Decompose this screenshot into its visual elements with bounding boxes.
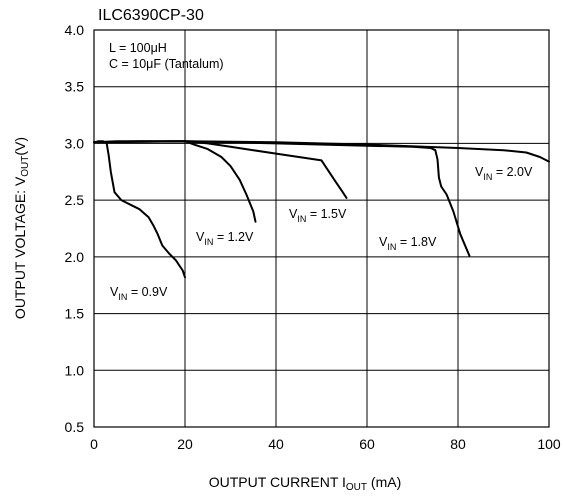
x-tick-label: 0	[90, 436, 98, 452]
y-axis-label-unit: (V)	[12, 137, 28, 156]
series-label-subscript: IN	[204, 237, 213, 247]
series-label-4: VIN = 2.0V	[475, 165, 533, 182]
series-label-value: = 1.8V	[396, 235, 437, 249]
x-tick-label: 60	[359, 436, 375, 452]
series-label-1: VIN = 1.2V	[196, 230, 254, 247]
series-label-subscript: IN	[387, 242, 396, 252]
series-curves	[93, 140, 550, 279]
series-line-2	[93, 140, 348, 199]
x-tick-label: 40	[268, 436, 284, 452]
series-label-prefix: V	[196, 230, 205, 244]
series-label-subscript: IN	[483, 172, 492, 182]
series-label-prefix: V	[379, 235, 388, 249]
series-label-prefix: V	[475, 165, 484, 179]
x-axis-label-sub: OUT	[346, 482, 367, 493]
series-line-3	[93, 140, 471, 257]
series-label-3: VIN = 1.8V	[379, 235, 437, 252]
x-axis-label: OUTPUT CURRENT IOUT (mA)	[209, 474, 401, 493]
x-tick-label: 80	[450, 436, 466, 452]
series-label-2: VIN = 1.5V	[289, 207, 347, 224]
y-tick-label: 3.0	[65, 135, 85, 151]
x-tick-label: 20	[177, 436, 193, 452]
series-label-prefix: V	[110, 285, 119, 299]
y-tick-label: 3.5	[65, 79, 85, 95]
tick-labels: 0 20 40 60 80 100 0.5 1.0 1.5 2.0 2.5 3.0 3.5 4.0	[65, 22, 561, 452]
y-tick-label: 4.0	[65, 22, 85, 38]
y-tick-label: 2.5	[65, 192, 85, 208]
series-label-value: = 0.9V	[127, 285, 168, 299]
annotation-capacitance: C = 10μF (Tantalum)	[109, 57, 224, 71]
y-axis-label-sub: OUT	[20, 156, 31, 177]
x-tick-label: 100	[537, 436, 561, 452]
y-tick-label: 2.0	[65, 249, 85, 265]
series-label-value: = 2.0V	[492, 165, 533, 179]
series-label-value: = 1.2V	[213, 230, 254, 244]
plot-frame	[93, 29, 550, 428]
grid	[93, 29, 550, 428]
series-label-prefix: V	[289, 207, 298, 221]
series-line-1	[93, 140, 257, 223]
series-label-subscript: IN	[118, 292, 127, 302]
x-axis-label-main: OUTPUT CURRENT I	[209, 474, 346, 490]
y-tick-label: 1.0	[65, 362, 85, 378]
y-tick-label: 0.5	[65, 419, 85, 435]
series-label-0: VIN = 0.9V	[110, 285, 168, 302]
y-tick-label: 1.5	[65, 306, 85, 322]
series-label-subscript: IN	[297, 214, 306, 224]
chart-title: ILC6390CP-30	[98, 7, 204, 24]
series-line-4	[93, 140, 550, 163]
series-label-value: = 1.5V	[306, 207, 347, 221]
annotation-inductance: L = 100μH	[109, 41, 167, 55]
x-axis-label-unit: (mA)	[367, 474, 401, 490]
y-axis-label-main: OUTPUT VOLTAGE: V	[12, 176, 28, 319]
y-axis-label: OUTPUT VOLTAGE: VOUT(V)	[12, 137, 31, 319]
